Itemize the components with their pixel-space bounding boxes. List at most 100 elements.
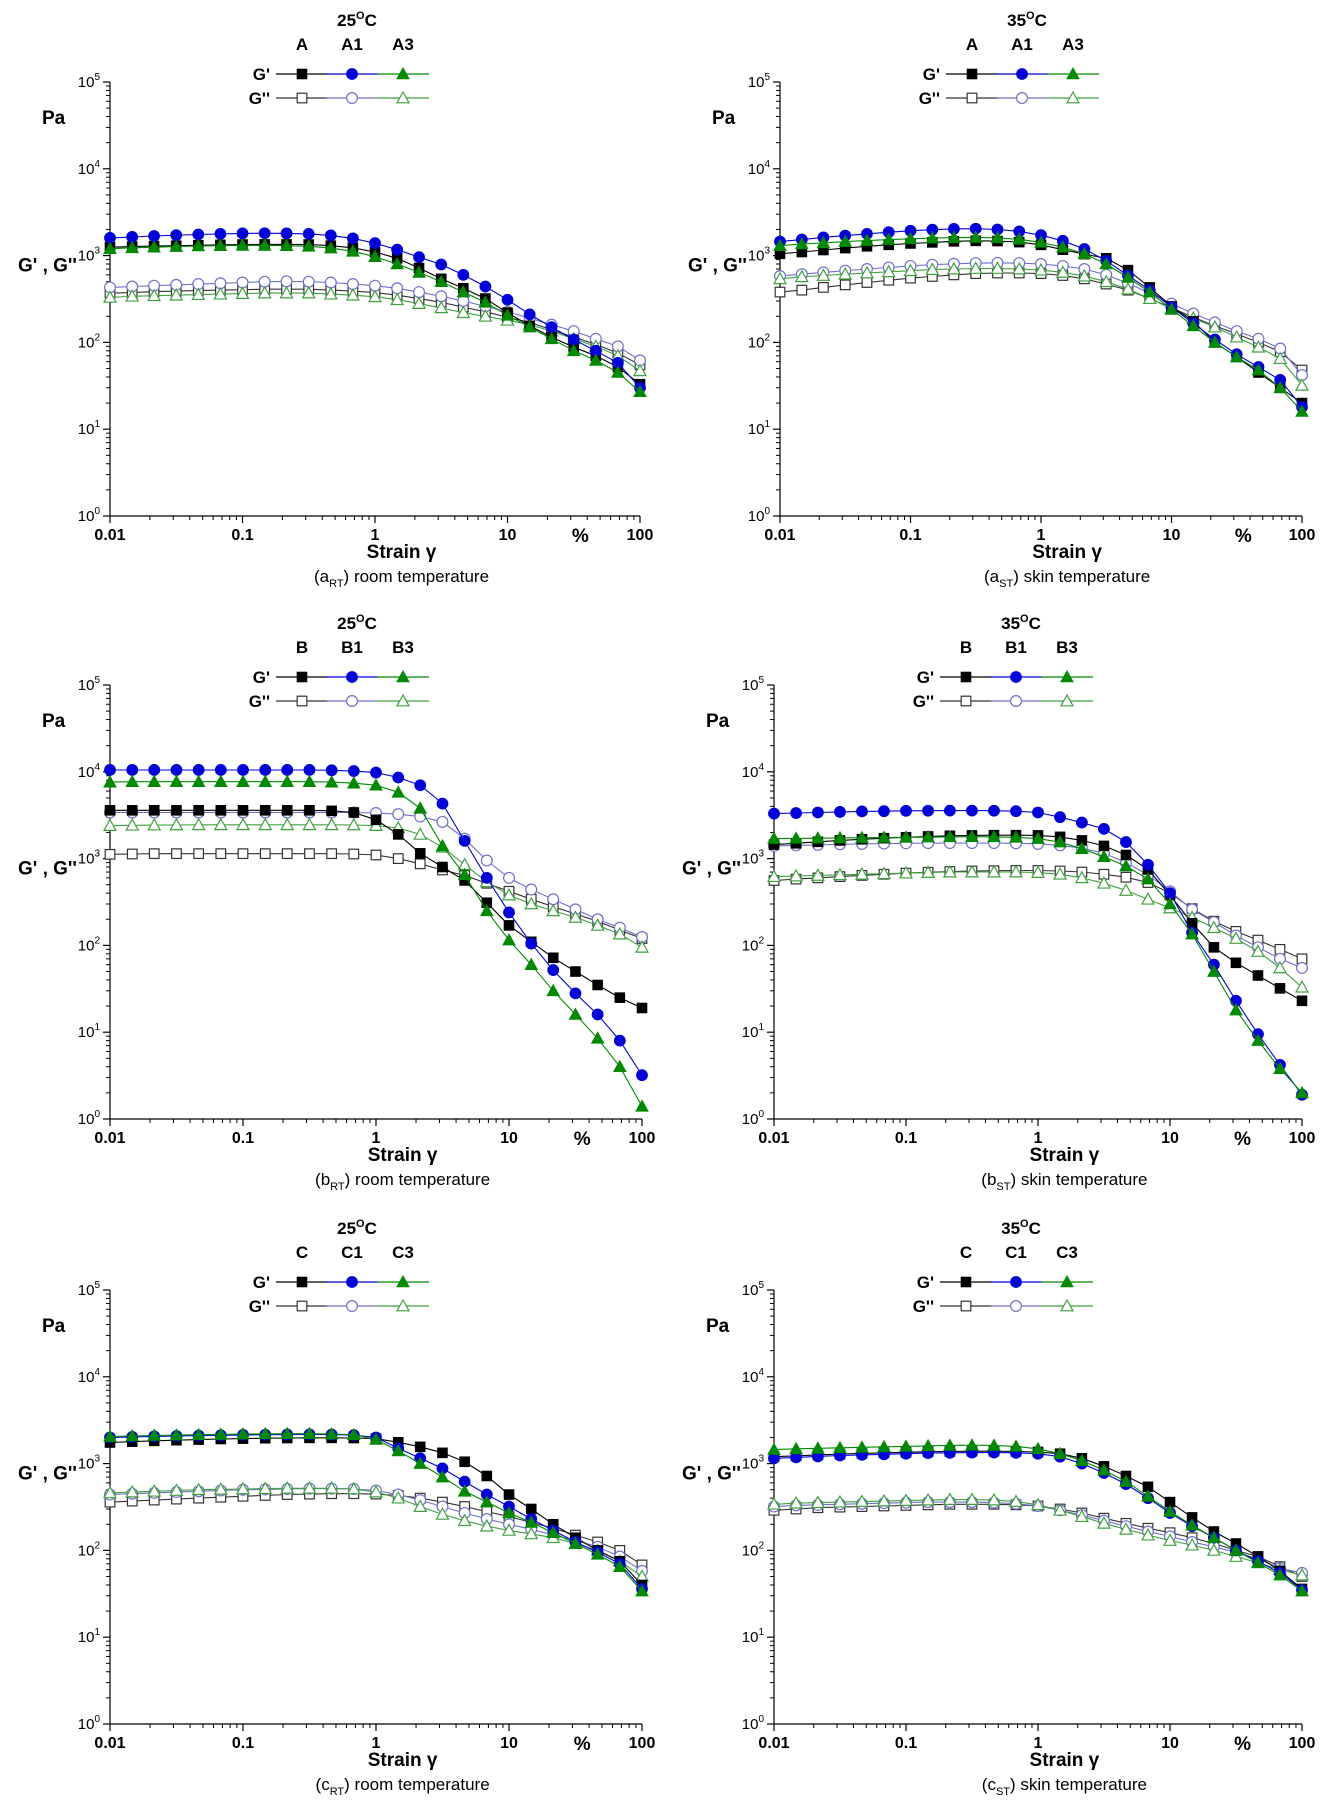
data-point — [1208, 942, 1220, 953]
legend-entry — [996, 91, 1048, 104]
data-point — [1251, 339, 1266, 353]
y-tick-label: 101 — [742, 1022, 765, 1041]
x-unit-label: % — [1235, 526, 1252, 547]
data-point — [259, 848, 271, 860]
data-point — [570, 966, 581, 977]
series-B-loss — [104, 848, 648, 944]
y-tick-base: 10 — [78, 1542, 95, 1559]
legend-row-label: G' — [917, 668, 934, 687]
data-point — [525, 883, 538, 896]
panel-caption: (cRT) room temperature — [316, 1775, 490, 1798]
y-tick-label: 100 — [78, 1714, 101, 1733]
data-point — [304, 848, 315, 860]
legend-marker — [296, 68, 308, 80]
legend-row-label: G'' — [249, 692, 270, 711]
y-tick-exponent: 0 — [758, 1714, 764, 1725]
caption-open: ( — [982, 1775, 988, 1794]
data-point — [1054, 811, 1066, 824]
legend-entry — [1041, 1274, 1093, 1288]
legend-entry — [326, 68, 378, 80]
data-point — [1008, 1494, 1023, 1507]
x-tick-label: 0.01 — [94, 527, 125, 544]
temperature-degree: O — [356, 10, 365, 22]
legend-marker — [1009, 694, 1022, 707]
y-tick-label: 100 — [78, 506, 101, 525]
legend-row-label: G'' — [249, 1297, 270, 1316]
legend-temperature: 35OC — [1001, 613, 1041, 633]
data-point — [323, 286, 338, 300]
data-point — [1096, 876, 1111, 889]
data-point — [413, 827, 428, 840]
x-tick-label: 0.1 — [232, 1735, 254, 1752]
data-point — [1296, 995, 1308, 1007]
series-line — [109, 243, 641, 385]
legend-marker — [296, 1276, 308, 1288]
y-tick-exponent: 0 — [764, 506, 770, 517]
data-point — [259, 764, 272, 776]
x-tick-label: 0.1 — [231, 527, 253, 544]
y-tick-base: 10 — [78, 74, 95, 91]
x-tick-label: 10 — [500, 1130, 518, 1147]
data-point — [502, 1505, 516, 1519]
data-point — [522, 320, 537, 333]
x-tick-label: 1 — [1037, 527, 1046, 544]
y-unit-label: Pa — [42, 1316, 66, 1337]
y-axis-label: G' , G'' — [682, 859, 741, 880]
data-point — [590, 1031, 605, 1044]
data-point — [1294, 378, 1310, 391]
legend-entry — [1041, 1298, 1093, 1312]
data-point — [1294, 979, 1310, 993]
data-point — [546, 983, 561, 997]
data-point — [191, 817, 206, 831]
y-tick-label: 105 — [78, 675, 101, 694]
data-point — [368, 249, 382, 263]
data-point — [1031, 831, 1045, 844]
data-point — [1229, 329, 1244, 343]
data-point — [435, 1470, 450, 1483]
x-tick-label: 10 — [500, 1735, 518, 1752]
x-tick-label: 0.1 — [232, 1130, 254, 1147]
data-point — [235, 1481, 251, 1495]
data-point — [435, 838, 450, 852]
data-point — [280, 774, 295, 787]
data-point — [502, 933, 516, 946]
data-point — [921, 865, 936, 878]
y-tick-label: 105 — [748, 72, 771, 91]
legend-sample-header: B3 — [392, 638, 414, 657]
y-tick-base: 10 — [78, 764, 95, 781]
data-point — [925, 262, 940, 275]
legend-marker — [346, 1299, 359, 1312]
data-point — [125, 289, 140, 302]
y-tick-exponent: 2 — [94, 1540, 100, 1551]
series-line — [779, 228, 1303, 408]
legend-entry — [326, 671, 378, 683]
data-point — [794, 269, 809, 283]
data-point — [213, 817, 228, 831]
series-line — [773, 1501, 1303, 1574]
data-point — [367, 289, 383, 303]
data-point — [104, 805, 116, 816]
y-tick-exponent: 3 — [94, 849, 100, 860]
legend-sample-header: A3 — [392, 35, 414, 54]
data-point — [392, 829, 404, 840]
y-tick-label: 104 — [78, 159, 101, 178]
data-point — [1055, 265, 1070, 278]
series-B3-loss — [766, 864, 1310, 993]
series-B3-loss — [102, 817, 650, 953]
data-point — [881, 264, 896, 278]
x-tick-label: 10 — [1161, 1735, 1179, 1752]
data-point — [838, 234, 853, 247]
data-point — [437, 861, 448, 873]
data-point — [1164, 887, 1176, 900]
legend-entry — [946, 68, 998, 80]
data-point — [1053, 1446, 1067, 1460]
x-tick-label: 100 — [627, 527, 654, 544]
legend-sample-header: C — [296, 1243, 308, 1262]
legend-entry — [276, 695, 328, 707]
data-point — [946, 261, 961, 275]
y-tick-base: 10 — [748, 248, 765, 265]
y-tick-exponent: 4 — [764, 159, 770, 170]
data-point — [854, 867, 870, 880]
data-point — [810, 868, 825, 881]
data-point — [368, 1484, 384, 1498]
